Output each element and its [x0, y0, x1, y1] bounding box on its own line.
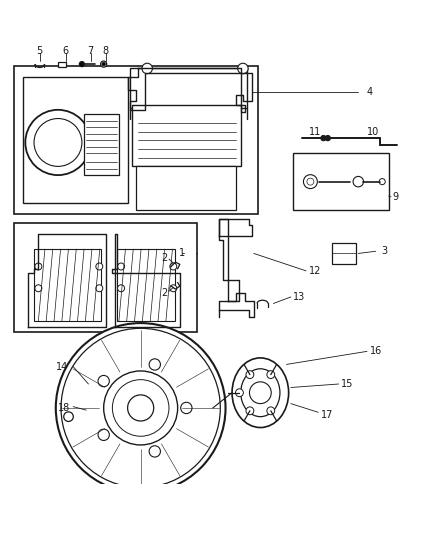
Bar [132, 106, 241, 166]
Circle shape [267, 371, 275, 378]
Text: 10: 10 [367, 127, 380, 138]
Circle shape [379, 179, 385, 184]
Circle shape [325, 135, 330, 141]
Circle shape [101, 61, 107, 67]
Circle shape [56, 323, 226, 493]
Circle shape [181, 402, 192, 414]
Ellipse shape [241, 369, 280, 417]
Polygon shape [219, 293, 254, 317]
Bar [34, 249, 102, 321]
Text: 2: 2 [162, 288, 168, 297]
Circle shape [117, 263, 124, 270]
Circle shape [353, 176, 364, 187]
Text: 6: 6 [63, 46, 69, 56]
Text: 3: 3 [381, 246, 388, 256]
Circle shape [170, 263, 177, 270]
Bar [136, 166, 237, 210]
Circle shape [149, 359, 160, 370]
Circle shape [35, 263, 42, 270]
Circle shape [170, 285, 177, 292]
Circle shape [96, 285, 103, 292]
Circle shape [127, 395, 154, 421]
Circle shape [307, 178, 314, 185]
Bar [14, 66, 258, 214]
Text: 18: 18 [58, 403, 71, 413]
Text: 9: 9 [392, 192, 398, 202]
Circle shape [34, 118, 82, 166]
Circle shape [98, 375, 110, 387]
Text: 8: 8 [103, 46, 109, 56]
Circle shape [142, 63, 152, 74]
Text: 17: 17 [321, 410, 333, 421]
Circle shape [96, 263, 103, 270]
Text: 5: 5 [36, 46, 43, 56]
Text: 7: 7 [88, 46, 94, 56]
Circle shape [104, 371, 178, 445]
Bar [332, 243, 356, 264]
Bar [23, 77, 127, 204]
Circle shape [236, 389, 244, 397]
Text: 13: 13 [293, 292, 306, 302]
Circle shape [117, 285, 124, 292]
Polygon shape [219, 219, 252, 236]
Text: 2: 2 [162, 253, 168, 263]
Text: 15: 15 [341, 379, 353, 389]
Circle shape [64, 412, 73, 422]
Circle shape [250, 382, 271, 403]
Circle shape [246, 407, 254, 415]
Ellipse shape [232, 358, 289, 427]
Bar [58, 62, 66, 67]
Circle shape [238, 63, 248, 74]
Circle shape [267, 407, 275, 415]
Circle shape [113, 379, 169, 436]
Circle shape [246, 371, 254, 378]
Bar [130, 68, 247, 108]
Text: 16: 16 [370, 346, 382, 357]
Circle shape [35, 285, 42, 292]
Circle shape [79, 61, 85, 67]
Text: 4: 4 [366, 87, 372, 98]
Circle shape [98, 429, 110, 440]
Circle shape [61, 328, 220, 488]
Text: 12: 12 [308, 266, 321, 276]
Circle shape [102, 62, 106, 66]
Circle shape [304, 175, 318, 189]
Text: 11: 11 [309, 126, 321, 136]
Bar [117, 249, 176, 321]
Bar [293, 154, 389, 210]
Circle shape [321, 135, 326, 141]
Text: 14: 14 [56, 361, 68, 372]
Polygon shape [219, 219, 239, 301]
Text: 1: 1 [179, 248, 185, 259]
Bar [14, 223, 197, 332]
Circle shape [25, 110, 91, 175]
Bar [84, 114, 119, 175]
Circle shape [149, 446, 160, 457]
